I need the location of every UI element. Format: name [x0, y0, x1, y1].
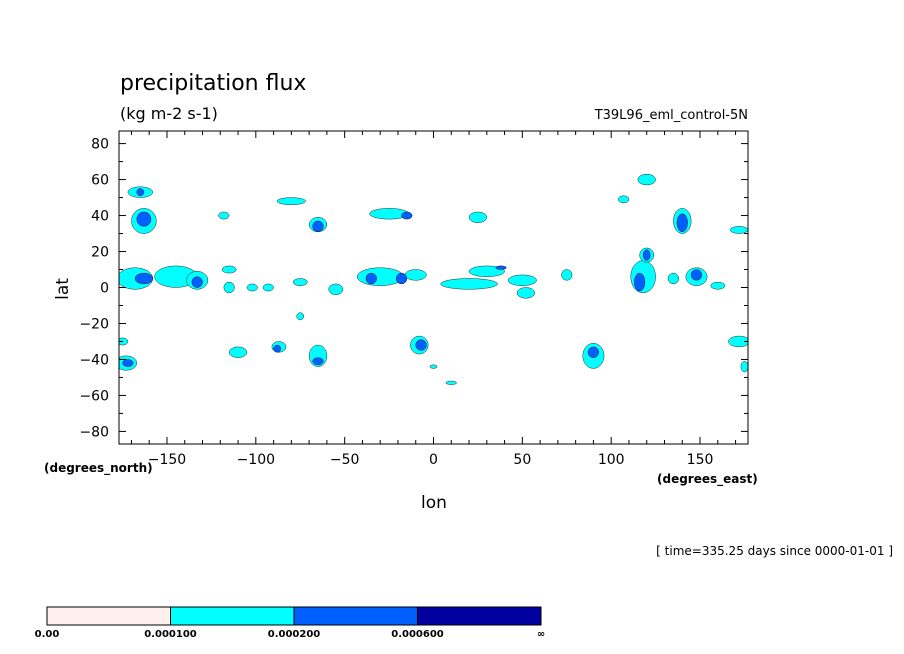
contour-region-level-1: [468, 265, 505, 277]
contour-region-level-1: [667, 272, 679, 285]
axis-ticks: −150 −100 −50 0 50 100 150 80 60 40 20 0 −20 −40 −60 −8…: [79, 131, 748, 468]
contour-region-level-1: [228, 346, 248, 358]
y-tick-label: 60: [91, 173, 109, 189]
legend-swatch: [46, 606, 171, 626]
legend-boundary-label: ∞: [537, 629, 545, 640]
contour-region-level-2: [495, 265, 507, 270]
color-legend: 0.00 0.000100 0.000200 0.000600 ∞: [35, 606, 545, 640]
legend-boundary-label: 0.000600: [391, 629, 444, 640]
contour-region-level-1: [119, 337, 129, 346]
y-tick-label: 0: [100, 281, 109, 297]
legend-boundary-label: 0.00: [35, 629, 60, 640]
contour-region-level-1: [328, 283, 344, 295]
contour-region-level-1: [468, 211, 488, 223]
contour-region-level-1: [637, 173, 656, 186]
legend-boundary-label: 0.000200: [268, 629, 321, 640]
x-tick-label: 0: [429, 452, 438, 468]
contour-region-level-1: [728, 335, 748, 348]
contour-region-level-2: [136, 211, 152, 227]
contour-region-level-1: [262, 283, 274, 292]
x-tick-label: 50: [513, 452, 531, 468]
contour-region-level-1: [516, 287, 535, 299]
contour-region-level-1: [429, 364, 438, 369]
y-tick-label: −40: [79, 352, 109, 368]
x-unit-label: (degrees_east): [657, 472, 758, 487]
x-tick-label: −100: [237, 452, 275, 468]
contour-region-level-2: [312, 357, 324, 366]
y-tick-label: 80: [91, 137, 109, 153]
contour-region-level-1: [740, 361, 748, 373]
x-axis-label: lon: [421, 493, 447, 513]
contour-region-level-2: [690, 269, 703, 281]
x-tick-label: −50: [330, 452, 360, 468]
y-tick-label: −20: [79, 316, 109, 332]
contour-region-level-2: [415, 339, 427, 351]
legend-swatch: [170, 606, 295, 626]
contour-region-level-1: [561, 269, 573, 281]
contour-region-level-1: [223, 281, 235, 294]
contour-region-level-1: [618, 195, 630, 204]
contour-region-level-2: [401, 211, 413, 220]
contour-region-level-1: [730, 226, 748, 234]
contour-region-level-1: [246, 283, 258, 292]
contour-region-level-1: [218, 211, 230, 220]
contour-region-level-2: [191, 276, 203, 288]
y-tick-label: −60: [79, 388, 109, 404]
chart-subtitle-units: (kg m-2 s-1): [120, 104, 218, 123]
contour-region-level-2: [273, 344, 281, 353]
y-tick-label: 40: [91, 209, 109, 225]
dataset-label: T39L96_eml_control-5N: [594, 108, 748, 123]
legend-swatch: [417, 606, 542, 626]
contour-region-level-1: [710, 281, 726, 290]
chart-title: precipitation flux: [120, 71, 306, 96]
contour-region-level-1: [221, 265, 237, 274]
legend-boundary-label: 0.000100: [144, 629, 197, 640]
y-tick-label: 20: [91, 245, 109, 261]
contour-region-level-1: [445, 380, 457, 385]
y-axis-label: lat: [53, 278, 73, 300]
contour-region-level-1: [507, 274, 537, 286]
contour-region-level-2: [395, 272, 408, 285]
legend-swatch: [293, 606, 418, 626]
x-tick-label: 150: [687, 452, 714, 468]
contour-region-level-2: [676, 213, 688, 232]
contour-region-level-1: [404, 269, 427, 281]
contour-region-level-1: [296, 312, 304, 321]
contour-region-level-1: [292, 278, 308, 286]
y-tick-label: −80: [79, 424, 109, 440]
x-tick-label: −150: [148, 452, 186, 468]
contour-region-level-2: [136, 188, 145, 196]
contour-region-level-1: [440, 278, 498, 290]
contour-region-level-2: [365, 272, 377, 285]
contour-region-level-2: [134, 272, 153, 285]
contour-region-level-2: [122, 359, 134, 367]
contour-regions: [119, 173, 748, 385]
contour-region-level-2: [634, 272, 646, 292]
contour-region-level-2: [587, 346, 599, 358]
contour-region-level-1: [276, 197, 306, 205]
x-tick-label: 100: [598, 452, 625, 468]
time-label: [ time=335.25 days since 0000-01-01 ]: [656, 544, 893, 558]
contour-region-level-2: [312, 220, 324, 232]
y-unit-label: (degrees_north): [44, 461, 153, 476]
contour-region-level-2: [642, 249, 651, 261]
